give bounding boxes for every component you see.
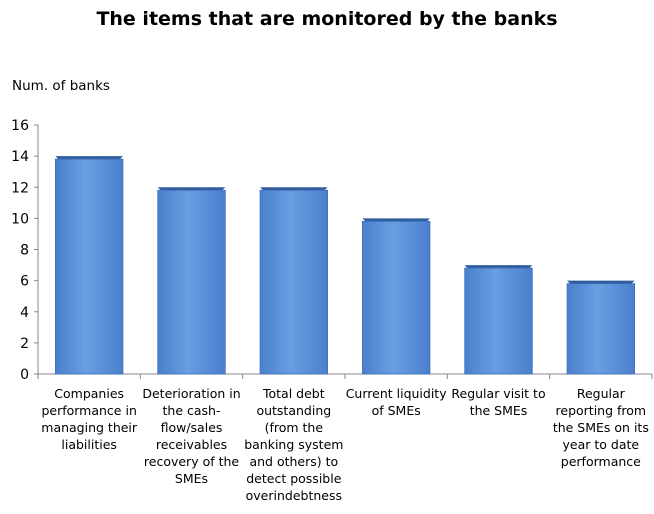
y-tick-label: 4: [20, 305, 29, 321]
x-category-label: Regular visit to the SMEs: [451, 386, 545, 418]
y-tick-label: 14: [11, 149, 29, 165]
x-category-label: Companies performance in managing their lia…: [41, 386, 138, 452]
y-tick-label: 0: [20, 367, 29, 383]
bar-top-face: [260, 187, 328, 191]
bar: [259, 189, 329, 375]
y-tick-label: 10: [11, 211, 29, 227]
bar-top-face: [464, 265, 533, 269]
bar: [157, 189, 226, 375]
bar-top-face: [157, 187, 226, 191]
x-category-label: Total debt outstanding (from the banking sy…: [244, 386, 343, 503]
y-tick-label: 6: [20, 274, 29, 290]
y-tick-label: 8: [20, 243, 29, 259]
y-axis-label: Num. of banks: [12, 78, 110, 94]
x-category-label: Deterioration in the cash-flow/sales recei…: [142, 386, 240, 486]
chart-title: The items that are monitored by the bank…: [96, 8, 558, 30]
bar: [464, 267, 533, 375]
bar: [361, 220, 431, 375]
x-category-label: Regular reporting from the SMEs on its year…: [553, 386, 649, 469]
bar-top-face: [55, 156, 123, 160]
y-tick-label: 2: [20, 336, 29, 352]
bar-top-face: [362, 218, 430, 222]
bar: [566, 283, 636, 375]
y-tick-label: 16: [11, 118, 29, 134]
bar-top-face: [567, 280, 635, 284]
y-tick-label: 12: [11, 180, 29, 196]
x-category-label: Current liquidity of SMEs: [346, 386, 448, 418]
bar: [54, 158, 124, 375]
